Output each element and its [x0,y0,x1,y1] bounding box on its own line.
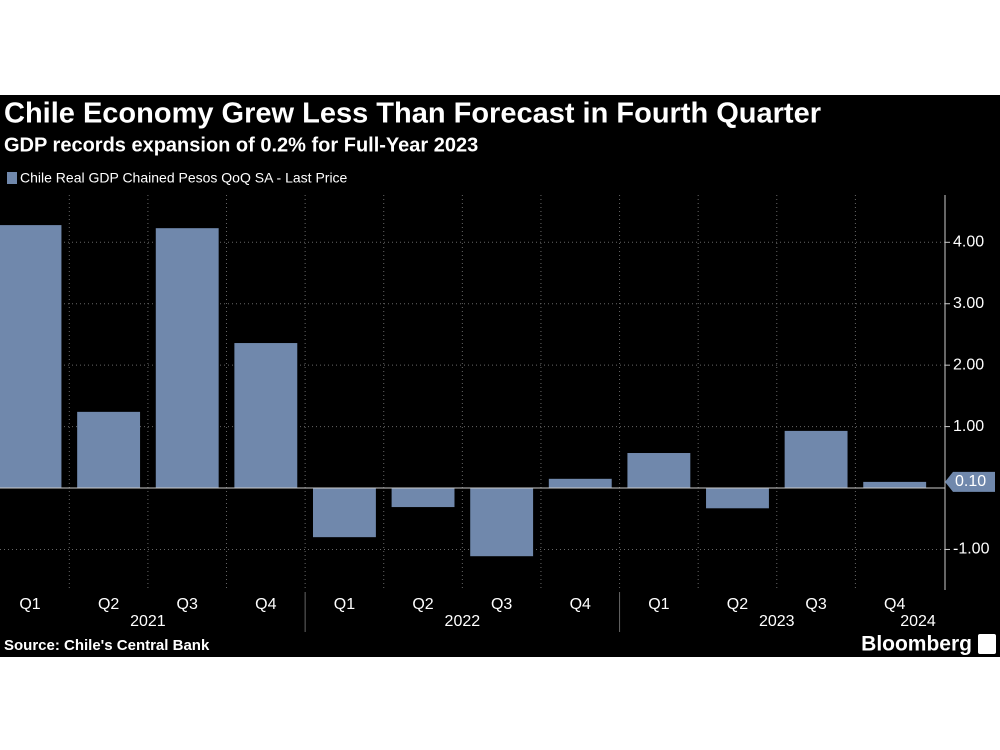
x-tick-label: Q4 [255,596,276,613]
chart-subtitle: GDP records expansion of 0.2% for Full-Y… [4,134,478,156]
x-tick-label: Q1 [334,596,355,613]
brand-icon [978,634,996,654]
y-tick-label: 1.00 [953,418,984,435]
legend-label: Chile Real GDP Chained Pesos QoQ SA - La… [20,170,348,186]
bar [627,453,691,489]
bar [863,481,927,489]
y-tick-label: 2.00 [953,356,984,373]
bar [0,225,62,489]
y-tick-label: 3.00 [953,295,984,312]
year-label: 2024 [900,613,936,630]
y-tick-label: 4.00 [953,234,984,251]
legend-swatch [7,172,17,184]
year-label: 2023 [759,613,795,630]
bar [548,478,612,489]
brand: Bloomberg [861,633,972,656]
bar [706,488,769,509]
bar [470,488,534,557]
bar [391,488,455,508]
year-label: 2022 [445,613,481,630]
x-tick-label: Q3 [805,596,826,613]
bar [784,430,848,489]
x-tick-label: Q1 [648,596,669,613]
x-tick-label: Q3 [177,596,198,613]
chart-title: Chile Economy Grew Less Than Forecast in… [4,98,821,130]
year-label: 2021 [130,613,166,630]
bar [155,228,219,489]
x-tick-label: Q2 [727,596,748,613]
x-tick-label: Q1 [19,596,40,613]
x-tick-label: Q3 [491,596,512,613]
bar [77,411,141,489]
x-tick-label: Q2 [412,596,433,613]
bar [312,488,376,538]
x-tick-label: Q4 [884,596,905,613]
x-tick-label: Q4 [570,596,591,613]
y-tick-label: -1.00 [953,541,990,558]
last-value-label: 0.10 [955,473,986,490]
last-value-tag [945,471,995,492]
x-tick-label: Q2 [98,596,119,613]
source: Source: Chile's Central Bank [4,637,210,654]
bar [234,343,298,489]
